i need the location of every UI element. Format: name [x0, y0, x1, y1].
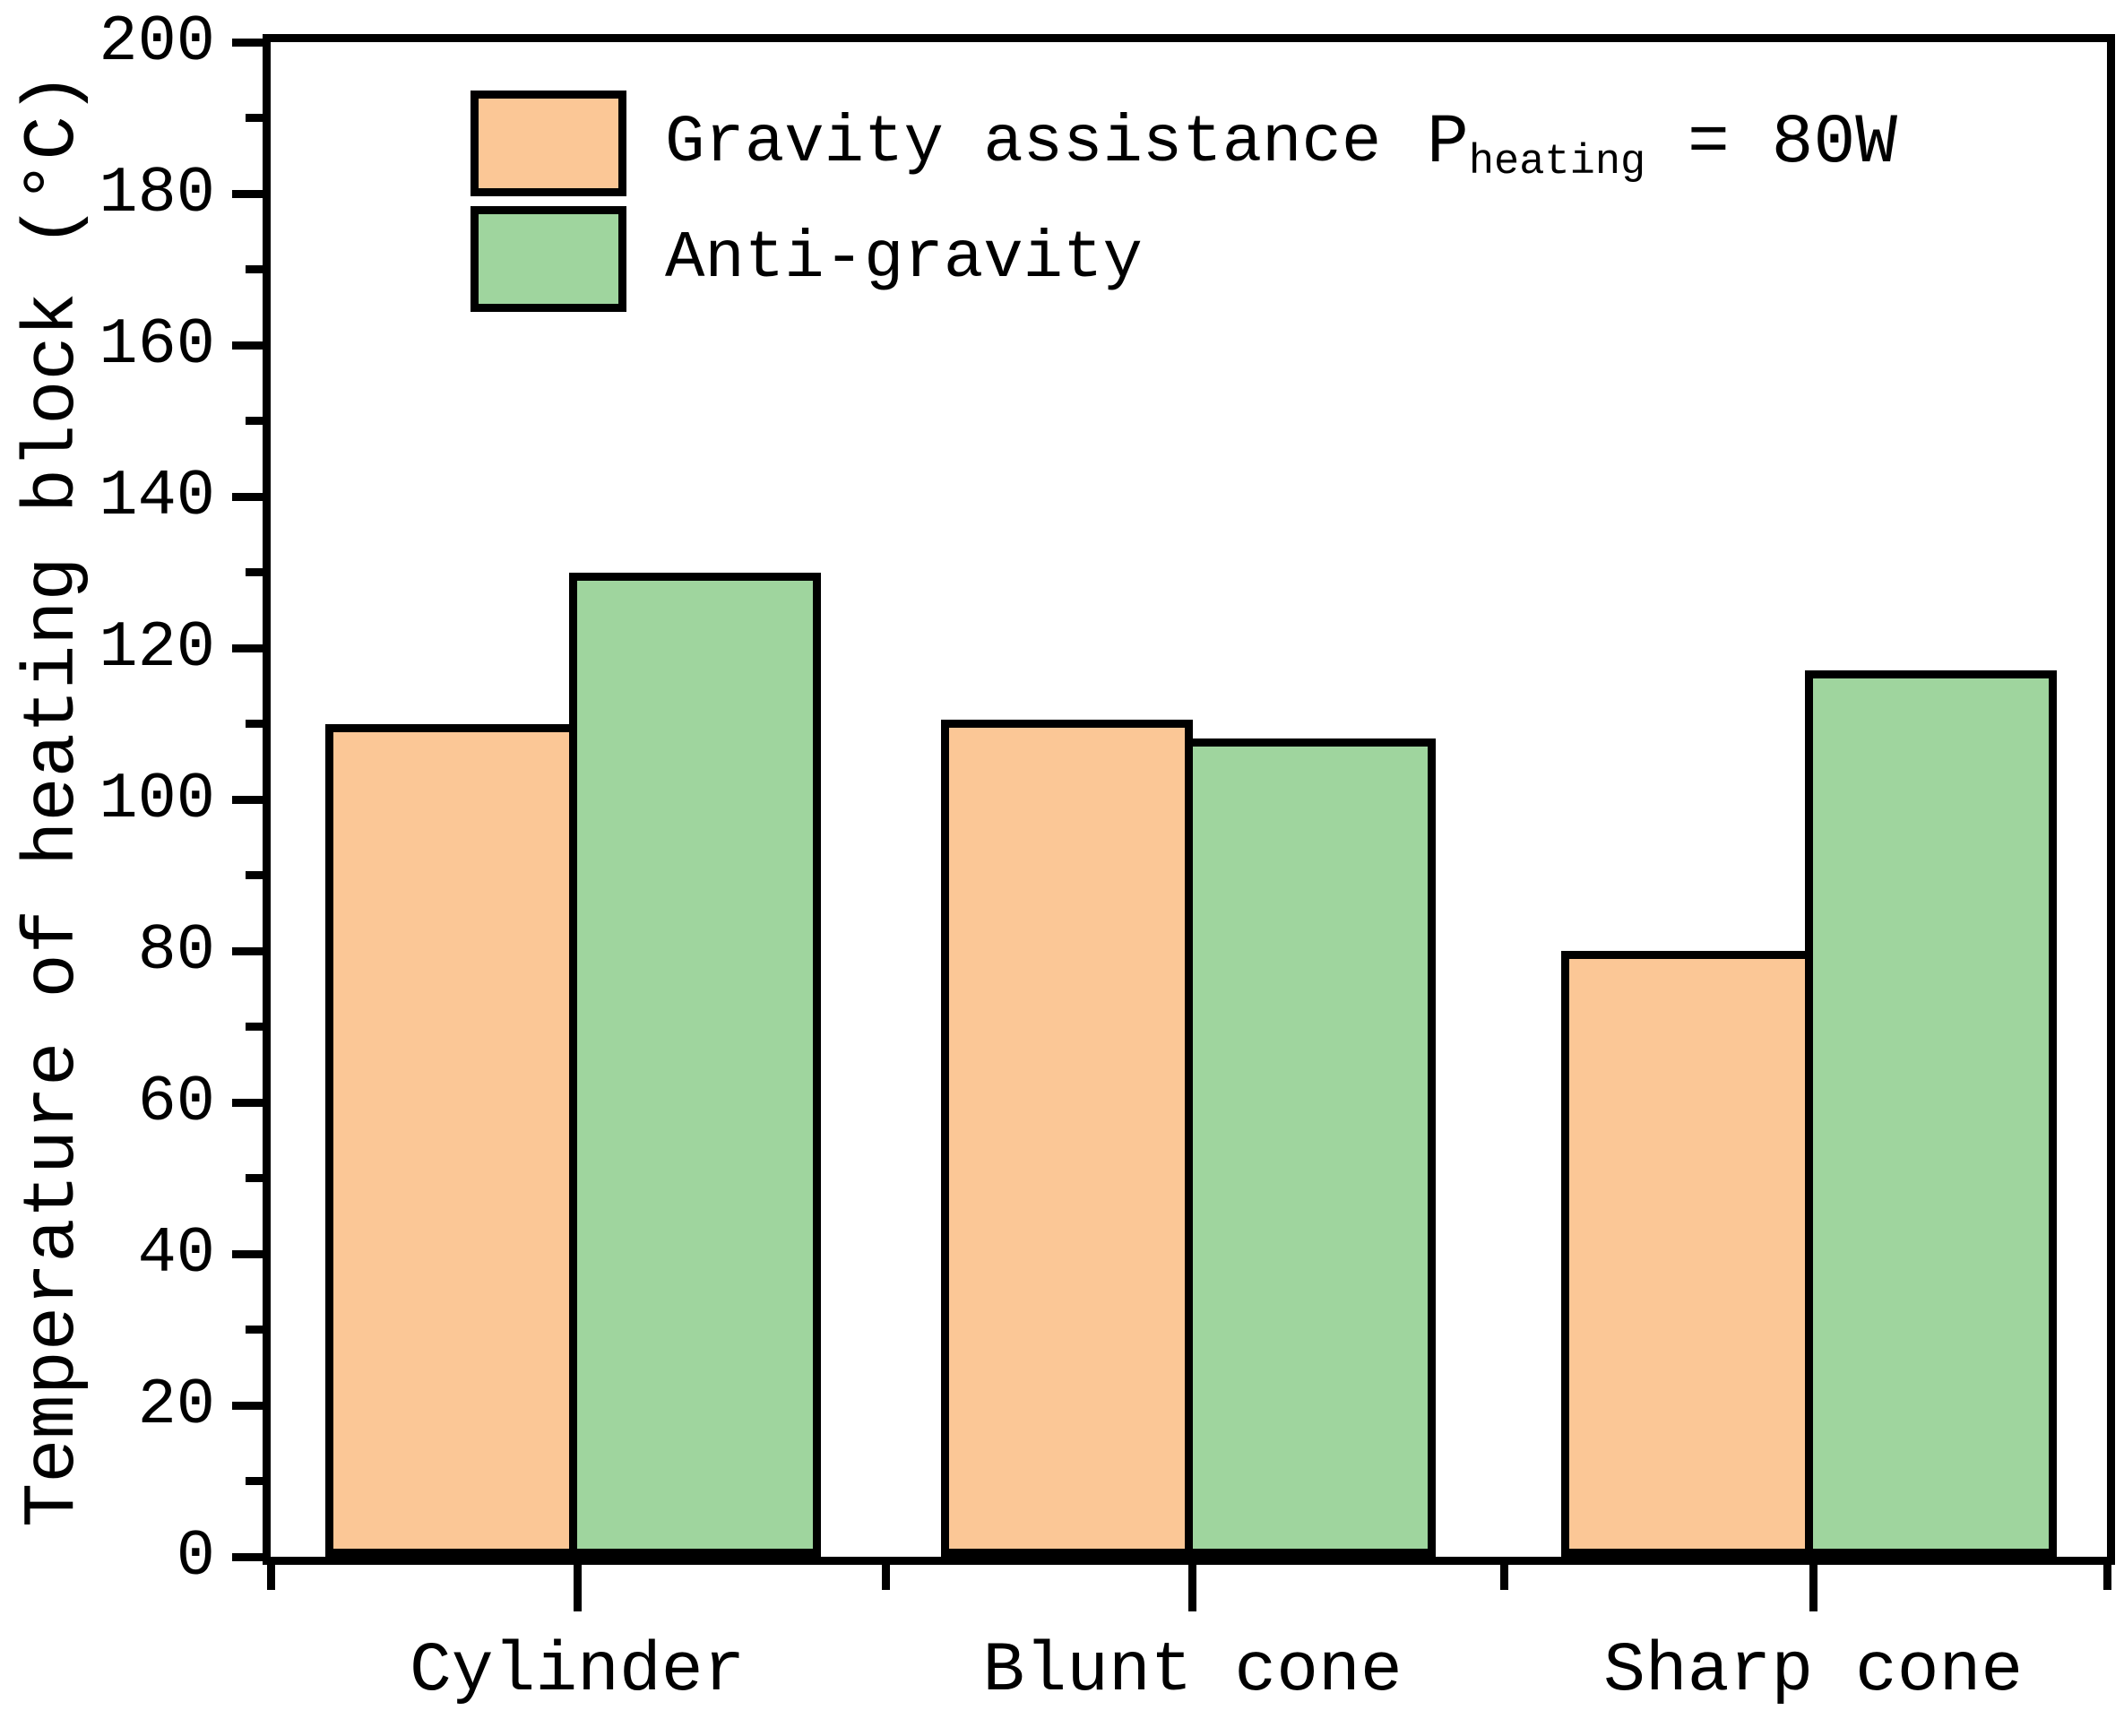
- legend-label-gravity-assistance: Gravity assistance: [665, 106, 1382, 181]
- bar-anti-gravity-sharp-cone: [1805, 670, 2057, 1557]
- y-major-tick-160: [232, 341, 263, 350]
- heating-power-subscript: heating: [1468, 139, 1646, 187]
- legend-swatch-gravity-assistance: [471, 91, 626, 196]
- y-tick-label-40: 40: [137, 1217, 215, 1291]
- y-minor-tick-30: [246, 1326, 263, 1334]
- plot-area: 0 20 40 60 80 100 120 140 160 180 200 Cylinder Blunt…: [99, 5, 2115, 1711]
- y-tick-label-60: 60: [137, 1066, 215, 1139]
- y-minor-tick-90: [246, 871, 263, 879]
- y-tick-label-200: 200: [99, 5, 215, 79]
- y-tick-label-180: 180: [99, 157, 215, 230]
- y-minor-tick-110: [246, 720, 263, 728]
- y-major-tick-40: [232, 1249, 263, 1258]
- y-major-tick-100: [232, 795, 263, 804]
- y-tick-label-140: 140: [99, 460, 215, 533]
- x-tick-label-sharp-cone: Sharp cone: [1603, 1632, 2024, 1711]
- x-minor-tick-2: [1500, 1565, 1509, 1590]
- bar-gravity-assistance-blunt-cone: [940, 720, 1193, 1557]
- y-major-tick-20: [232, 1401, 263, 1410]
- bar-gravity-assistance-sharp-cone: [1561, 951, 1814, 1557]
- y-minor-tick-150: [246, 417, 263, 425]
- y-tick-label-0: 0: [176, 1520, 215, 1593]
- y-major-tick-80: [232, 946, 263, 955]
- y-minor-tick-130: [246, 568, 263, 576]
- heating-power-value: = 80W: [1645, 104, 1898, 183]
- x-tick-label-cylinder: Cylinder: [409, 1632, 746, 1711]
- y-major-tick-120: [232, 643, 263, 652]
- x-major-tick-sharp-cone: [1809, 1565, 1817, 1611]
- heating-power-annotation: Pheating = 80W: [1427, 91, 1897, 196]
- y-minor-tick-170: [246, 265, 263, 273]
- legend-swatch-anti-gravity: [471, 206, 626, 312]
- y-major-tick-0: [232, 1552, 263, 1561]
- y-tick-label-20: 20: [137, 1369, 215, 1442]
- y-major-tick-140: [232, 492, 263, 501]
- y-minor-tick-10: [246, 1477, 263, 1485]
- heating-power-symbol: P: [1427, 104, 1469, 183]
- bar-anti-gravity-cylinder: [569, 572, 821, 1557]
- x-minor-tick-1: [881, 1565, 890, 1590]
- y-tick-label-160: 160: [99, 308, 215, 382]
- y-minor-tick-190: [246, 114, 263, 122]
- y-tick-label-120: 120: [99, 611, 215, 685]
- y-tick-label-100: 100: [99, 763, 215, 836]
- y-minor-tick-70: [246, 1023, 263, 1031]
- y-major-tick-200: [232, 38, 263, 47]
- bar-anti-gravity-blunt-cone: [1184, 738, 1437, 1557]
- x-major-tick-cylinder: [573, 1565, 582, 1611]
- x-minor-tick-3: [2102, 1565, 2111, 1590]
- x-tick-label-blunt-cone: Blunt cone: [982, 1632, 1403, 1711]
- x-major-tick-blunt-cone: [1188, 1565, 1197, 1611]
- bar-gravity-assistance-cylinder: [325, 723, 578, 1557]
- x-minor-tick-0: [266, 1565, 275, 1590]
- y-major-tick-180: [232, 189, 263, 198]
- y-tick-label-80: 80: [137, 914, 215, 988]
- legend-label-anti-gravity: Anti-gravity: [665, 221, 1143, 297]
- y-minor-tick-50: [246, 1174, 263, 1182]
- y-major-tick-60: [232, 1098, 263, 1107]
